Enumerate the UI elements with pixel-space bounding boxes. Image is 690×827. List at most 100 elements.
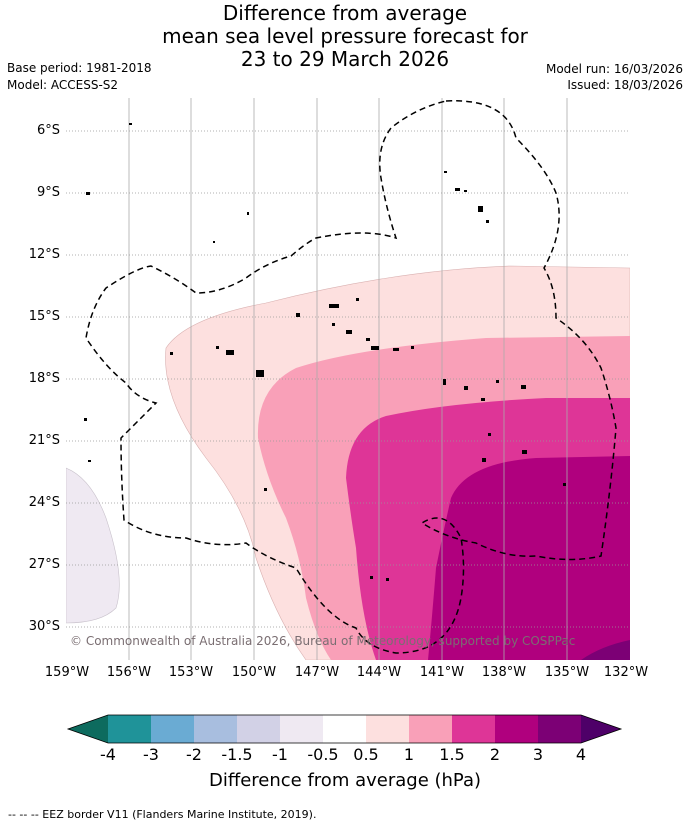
island: [86, 192, 90, 195]
title-line-2: mean sea level pressure forecast for: [162, 24, 528, 48]
title-line-1: Difference from average: [222, 1, 468, 25]
island: [346, 330, 352, 334]
colorbar-tick: -3: [143, 745, 159, 764]
colorbar-tick: 0.5: [353, 745, 379, 764]
colorbar-segment: [194, 715, 237, 743]
island: [370, 576, 373, 579]
eez-legend-note: -- -- -- EEZ border V11 (Flanders Marine…: [8, 808, 317, 821]
lon-label: 156°W: [106, 665, 152, 680]
island: [478, 206, 483, 212]
island: [486, 220, 489, 223]
lon-label: 135°W: [544, 665, 590, 680]
colorbar-tick: -0.5: [307, 745, 339, 764]
map-panel: [66, 98, 630, 660]
colorbar-tick: 1.5: [439, 745, 465, 764]
island: [393, 348, 399, 351]
colorbar-segment: [452, 715, 495, 743]
lat-label: 12°S: [28, 247, 60, 262]
colorbar-tick: -1.5: [221, 745, 253, 764]
colorbar-outline: [66, 714, 623, 744]
island: [371, 346, 379, 350]
island: [88, 460, 91, 462]
model-run: Model run: 16/03/2026: [545, 62, 683, 76]
colorbar-over-arrow: [581, 715, 621, 743]
island: [356, 298, 359, 301]
colorbar-tick: -4: [100, 745, 116, 764]
island: [84, 418, 87, 421]
island: [332, 323, 335, 326]
island: [216, 346, 219, 349]
contour-3: [581, 640, 630, 660]
colorbar-tick: -2: [186, 745, 202, 764]
lat-label: 27°S: [28, 557, 60, 572]
island: [411, 346, 414, 349]
island: [488, 433, 491, 436]
colorbar-tick: 1: [403, 745, 415, 764]
island: [129, 123, 132, 125]
islands: [84, 123, 566, 581]
island: [386, 578, 389, 581]
issued-date: Issued: 18/03/2026: [567, 78, 683, 92]
contour-neg-0.5: [66, 467, 120, 624]
lat-label: 6°S: [36, 123, 60, 138]
island: [170, 352, 173, 355]
colorbar-under-arrow: [68, 715, 108, 743]
island: [296, 313, 300, 317]
lon-label: 150°W: [231, 665, 277, 680]
copyright-notice: © Commonwealth of Australia 2026, Bureau…: [70, 634, 576, 648]
colorbar-segment: [495, 715, 538, 743]
colorbar-segment: [538, 715, 581, 743]
colorbar: [66, 714, 623, 744]
lat-label: 24°S: [28, 495, 60, 510]
colorbar-segment: [237, 715, 280, 743]
lon-label: 144°W: [356, 665, 402, 680]
colorbar-segment: [409, 715, 452, 743]
island: [455, 188, 460, 191]
colorbar-tick: 3: [532, 745, 544, 764]
colorbar-segment: [323, 715, 366, 743]
map-canvas: [66, 98, 630, 660]
island: [226, 350, 234, 355]
lon-label: 153°W: [168, 665, 214, 680]
island: [256, 370, 264, 377]
map-title: Difference from average mean sea level p…: [0, 2, 690, 71]
lat-label: 18°S: [28, 371, 60, 386]
island: [464, 190, 467, 192]
island: [482, 458, 486, 462]
island: [213, 241, 215, 243]
colorbar-title: Difference from average (hPa): [208, 770, 482, 791]
lat-label: 15°S: [28, 309, 60, 324]
island: [464, 386, 468, 390]
island: [366, 338, 370, 341]
colorbar-tick: 2: [489, 745, 501, 764]
island: [264, 488, 267, 491]
lat-label: 30°S: [28, 619, 60, 634]
colorbar-tick: 4: [575, 745, 587, 764]
colorbar-segment: [366, 715, 409, 743]
island: [444, 171, 447, 173]
island: [329, 304, 339, 308]
model-name: Model: ACCESS-S2: [7, 78, 119, 92]
island: [496, 380, 499, 383]
island: [522, 450, 527, 454]
lon-label: 141°W: [419, 665, 465, 680]
island: [247, 212, 249, 215]
lat-label: 9°S: [36, 185, 60, 200]
contour-2: [428, 456, 630, 660]
lat-label: 21°S: [28, 433, 60, 448]
title-line-3: 23 to 29 March 2026: [240, 47, 450, 71]
base-period: Base period: 1981-2018: [7, 61, 152, 75]
island: [521, 385, 526, 389]
lon-label: 147°W: [294, 665, 340, 680]
colorbar-segment: [151, 715, 194, 743]
lon-label: 132°W: [603, 665, 649, 680]
colorbar-segment: [280, 715, 323, 743]
lon-label: 159°W: [44, 665, 90, 680]
island: [443, 379, 446, 385]
colorbar-tick: -1: [272, 745, 288, 764]
island: [481, 398, 485, 401]
colorbar-segment: [108, 715, 151, 743]
parallels: [66, 130, 630, 628]
island: [563, 483, 566, 486]
lon-label: 138°W: [481, 665, 527, 680]
